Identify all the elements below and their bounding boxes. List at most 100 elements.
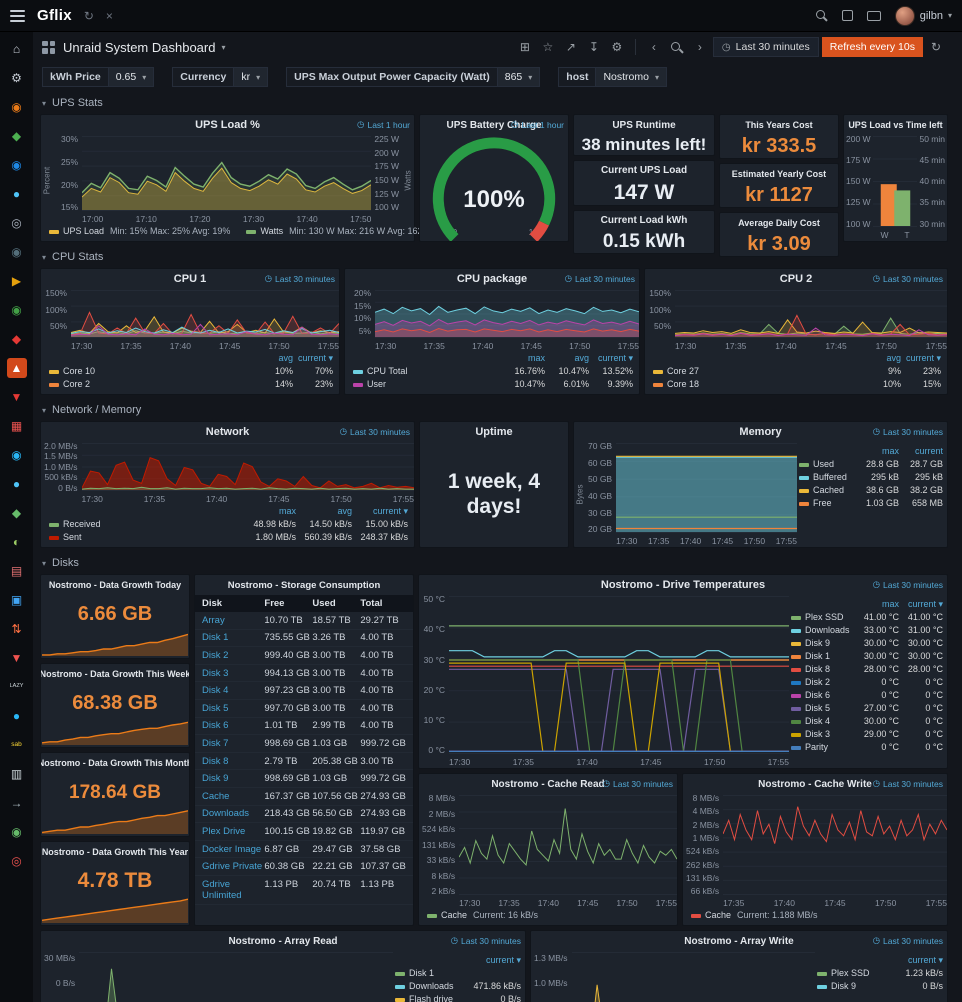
panel-title[interactable]: Current Load kWh	[600, 215, 688, 227]
refresh-icon[interactable]: ↻	[83, 8, 94, 23]
panel-title[interactable]: This Years Cost	[745, 120, 813, 130]
app-icon-21[interactable]: ◎	[11, 854, 22, 868]
legend-item[interactable]: Plex SSD 1.23 kB/s	[817, 967, 943, 980]
search-icon[interactable]	[815, 9, 828, 22]
legend-item[interactable]: CPU Total 16.76% 10.47% 13.52%	[353, 365, 633, 378]
legend-item[interactable]: Core 10 10% 70%	[49, 365, 333, 378]
disk-link[interactable]: Disk 5	[202, 702, 229, 714]
app-icon-2[interactable]: ◉	[11, 158, 22, 172]
section-header-ups-stats[interactable]: ▾ UPS Stats	[42, 97, 103, 109]
disk-link[interactable]: Cache	[202, 790, 230, 802]
legend-item[interactable]: Core 18 10% 15%	[653, 378, 941, 391]
array-write-chart[interactable]	[571, 952, 815, 1002]
app-icon-6[interactable]: ◉	[11, 303, 22, 317]
app-icon-20[interactable]: ◉	[11, 825, 22, 839]
disk-link[interactable]: Docker Image	[202, 843, 262, 855]
app-icon-1[interactable]: ◆	[11, 129, 22, 143]
dashboard-title[interactable]: Unraid System Dashboard ▾	[63, 39, 226, 55]
save-icon[interactable]: ↧	[588, 40, 599, 54]
disk-link[interactable]: Downloads	[202, 808, 249, 820]
time-range-picker[interactable]: ◷ Last 30 minutes	[712, 37, 819, 57]
app-icon-4[interactable]: ◉	[11, 245, 22, 259]
panel-title[interactable]: UPS Battery Charge ◷ Last 1 hour	[446, 119, 564, 131]
panel-title[interactable]: Memory ◷ Last 30 minutes	[739, 426, 943, 438]
panel-title[interactable]: Estimated Yearly Cost	[731, 169, 827, 179]
legend-item[interactable]: Free 1.03 GB 658 MB	[799, 497, 943, 510]
legend-item[interactable]: Downloads 33.00 °C 31.00 °C	[791, 624, 943, 637]
app-icon-3[interactable]: ●	[12, 187, 21, 201]
unraid-icon[interactable]: ▲	[6, 358, 27, 378]
dashboard-picker-icon[interactable]	[42, 40, 55, 54]
disk-link[interactable]: Disk 2	[202, 649, 229, 661]
legend-item[interactable]: Cache Current: 1.188 MB/s	[691, 909, 818, 922]
cpu1-chart[interactable]	[71, 290, 339, 338]
disk-link[interactable]: Plex Drive	[202, 825, 246, 837]
template-variable[interactable]: UPS Max Output Power Capacity (Watt) 865…	[286, 67, 541, 87]
panel-title[interactable]: UPS Load vs Time left	[848, 120, 943, 130]
tv-mode-icon[interactable]	[866, 10, 881, 21]
disk-link[interactable]: Disk 8	[202, 755, 229, 767]
panel-title[interactable]: CPU 2 ◷ Last 30 minutes	[779, 273, 943, 285]
disk-link[interactable]: Disk 6	[202, 720, 229, 732]
panel-title[interactable]: Nostromo - Cache Read ◷ Last 30 minutes	[491, 778, 673, 790]
app-icon-16[interactable]: ⇅	[11, 622, 22, 636]
home-icon[interactable]: ⌂	[12, 42, 21, 56]
disk-link[interactable]: Disk 3	[202, 667, 229, 679]
legend-item[interactable]: Disk 4 30.00 °C 0 °C	[791, 715, 943, 728]
section-header-disks[interactable]: ▾ Disks	[42, 557, 79, 569]
panel-title[interactable]: Uptime	[475, 426, 513, 438]
template-variable[interactable]: host Nostromo ▾	[558, 67, 667, 87]
legend-item[interactable]: Disk 9 0 B/s	[817, 980, 943, 993]
disk-link[interactable]: Disk 9	[202, 773, 229, 785]
panel-title[interactable]: Nostromo - Storage Consumption	[227, 579, 381, 591]
zoom-out-icon[interactable]	[667, 37, 687, 57]
sab-icon[interactable]: sab	[11, 740, 22, 748]
legend-item[interactable]: UPS Load Min: 15% Max: 25% Avg: 19%	[49, 225, 230, 238]
legend-item[interactable]: Used 28.8 GB 28.7 GB	[799, 458, 943, 471]
panel-title[interactable]: Nostromo - Drive Temperatures ◷ Last 30 m…	[600, 579, 943, 591]
panel-title[interactable]: Average Daily Cost	[738, 218, 820, 228]
disk-link[interactable]: Array	[202, 614, 225, 626]
time-back-icon[interactable]: ‹	[651, 40, 656, 54]
legend-item[interactable]: Disk 5 27.00 °C 0 °C	[791, 702, 943, 715]
time-forward-icon[interactable]: ›	[697, 40, 702, 54]
template-variable[interactable]: Currency kr ▾	[172, 67, 269, 87]
section-header-cpu-stats[interactable]: ▾ CPU Stats	[42, 251, 104, 263]
fullscreen-icon[interactable]	[841, 10, 853, 21]
hamburger-menu-icon[interactable]	[10, 9, 25, 22]
legend-item[interactable]: Plex SSD 41.00 °C 41.00 °C	[791, 611, 943, 624]
app-icon-11[interactable]: ●	[12, 477, 21, 491]
app-icon-18[interactable]: ●	[12, 709, 21, 723]
legend-item[interactable]: Core 27 9% 23%	[653, 365, 941, 378]
refresh-dashboard-icon[interactable]: ↻	[930, 40, 942, 54]
section-header-network-memory[interactable]: ▾ Network / Memory	[42, 404, 142, 416]
app-icon-12[interactable]: ◆	[11, 506, 22, 520]
refresh-interval-chip[interactable]: Refresh every 10s	[821, 37, 923, 57]
battery-gauge[interactable]: 50 100% 0 100	[420, 135, 568, 241]
legend-item[interactable]: Disk 3 29.00 °C 0 °C	[791, 728, 943, 741]
app-icon-5[interactable]: ▶	[11, 274, 22, 288]
panel-title[interactable]: Current UPS Load	[600, 165, 688, 177]
network-chart[interactable]	[81, 443, 414, 491]
panel-title[interactable]: CPU 1 ◷ Last 30 minutes	[173, 273, 335, 285]
app-icon-19[interactable]: ▥	[10, 767, 23, 781]
lazy-icon[interactable]: LAZY	[9, 683, 24, 690]
cache-read-chart[interactable]	[459, 795, 677, 895]
template-variable[interactable]: kWh Price 0.65 ▾	[42, 67, 155, 87]
legend-item[interactable]: Cached 38.6 GB 38.2 GB	[799, 484, 943, 497]
legend-item[interactable]: Sent 1.80 MB/s 560.39 kB/s 248.37 kB/s	[49, 531, 408, 544]
legend-item[interactable]: Parity 0 °C 0 °C	[791, 741, 943, 754]
panel-title[interactable]: Nostromo - Data Growth This Year	[41, 847, 189, 857]
app-icon-15[interactable]: ▣	[10, 593, 23, 607]
legend-item[interactable]: Disk 6 0 °C 0 °C	[791, 689, 943, 702]
app-icon-8[interactable]: ▼	[10, 390, 23, 404]
panel-title[interactable]: CPU package ◷ Last 30 minutes	[456, 273, 635, 285]
legend-item[interactable]: Disk 9 30.00 °C 30.00 °C	[791, 637, 943, 650]
disk-link[interactable]: Disk 7	[202, 737, 229, 749]
legend-item[interactable]: Watts Min: 130 W Max: 216 W Avg: 162 W	[246, 225, 434, 238]
panel-title[interactable]: Nostromo - Data Growth Today	[48, 580, 182, 590]
legend-item[interactable]: Flash drive 0 B/s	[395, 993, 521, 1002]
drive-temperatures-chart[interactable]	[449, 596, 789, 754]
app-icon-9[interactable]: ▦	[10, 419, 23, 433]
legend-item[interactable]: Cache Current: 16 kB/s	[427, 909, 538, 922]
